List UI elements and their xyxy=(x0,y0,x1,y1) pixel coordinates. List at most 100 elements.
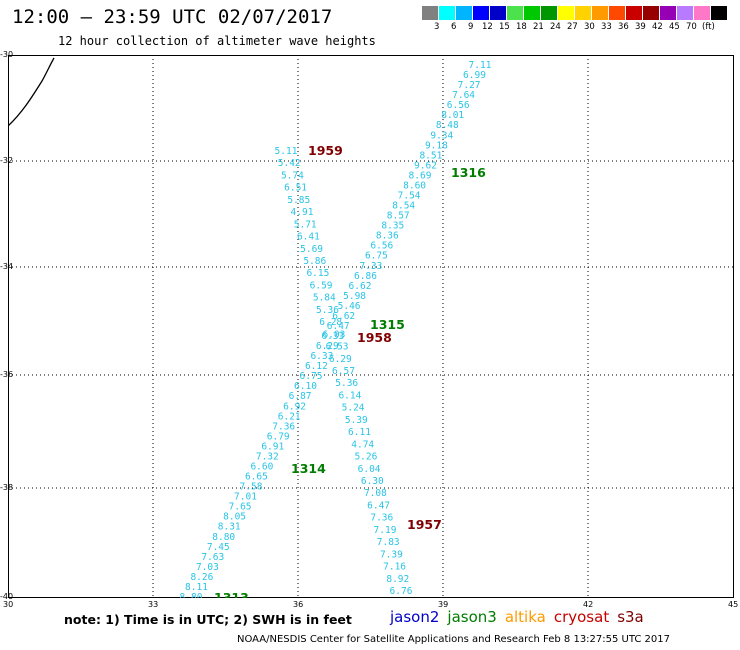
legend-label: 45 xyxy=(669,22,680,32)
legend-label: (ft) xyxy=(702,22,715,32)
wave-height-value: 8.54 xyxy=(392,201,415,212)
legend-label: 33 xyxy=(601,22,612,32)
legend-swatch xyxy=(660,6,677,20)
legend-swatch xyxy=(524,6,541,20)
legend-swatch xyxy=(456,6,473,20)
legend-swatch xyxy=(422,6,439,20)
wave-height-value: 6.79 xyxy=(267,431,290,442)
legend-swatch xyxy=(626,6,643,20)
map-frame xyxy=(8,55,734,598)
wave-height-value: 6.75 xyxy=(300,371,323,382)
longitude-tick-label: 45 xyxy=(728,600,739,609)
wave-height-value: 7.19 xyxy=(374,525,397,536)
legend-label: 24 xyxy=(550,22,561,32)
wave-height-value: 6.33 xyxy=(310,351,333,362)
wave-height-value: 6.76 xyxy=(390,586,413,597)
wave-height-value: 9.18 xyxy=(425,140,448,151)
wave-height-value: 7.03 xyxy=(196,562,219,573)
legend-label: 42 xyxy=(652,22,663,32)
wave-height-value: 6.57 xyxy=(332,366,355,377)
legend-label: 39 xyxy=(635,22,646,32)
pass-number-label: 1316 xyxy=(451,165,486,180)
wave-height-value: 7.83 xyxy=(377,537,400,548)
map-title: 12:00 — 23:59 UTC 02/07/2017 xyxy=(12,6,333,28)
wave-height-value: 6.56 xyxy=(370,241,393,252)
wave-height-value: 5.24 xyxy=(342,403,365,414)
pass-number-label: 1959 xyxy=(308,143,343,158)
wave-height-value: 7.58 xyxy=(240,482,263,493)
latitude-tick-label: -32 xyxy=(0,156,14,165)
wave-height-value: 6.99 xyxy=(463,70,486,81)
latitude-tick-label: -38 xyxy=(0,483,14,492)
wave-height-value: 5.84 xyxy=(313,293,336,304)
legend-swatch xyxy=(473,6,490,20)
wave-height-value: 6.91 xyxy=(261,441,284,452)
satellite-jason3: jason3 xyxy=(447,608,497,626)
wave-height-value: 6.92 xyxy=(283,401,306,412)
wave-height-value: 8.51 xyxy=(419,150,442,161)
wave-height-value: 6.29 xyxy=(316,341,339,352)
legend-label: 3 xyxy=(434,22,440,32)
legend-label: 6 xyxy=(451,22,457,32)
wave-height-value: 5.85 xyxy=(287,195,310,206)
wave-height-value: 8.31 xyxy=(218,522,241,533)
wave-height-value: 5.36 xyxy=(316,305,339,316)
pass-number-label: 1314 xyxy=(291,461,326,476)
legend-label: 9 xyxy=(468,22,474,32)
legend-label: 27 xyxy=(567,22,578,32)
wave-height-value: 7.63 xyxy=(201,552,224,563)
wave-height-value: 6.30 xyxy=(361,476,384,487)
longitude-tick-label: 30 xyxy=(3,600,14,609)
wave-height-value: 5.46 xyxy=(338,301,361,312)
wave-height-value: 8.35 xyxy=(381,221,404,232)
wave-height-value: 6.21 xyxy=(278,411,301,422)
graticule xyxy=(8,55,734,598)
legend-label: 12 xyxy=(482,22,493,32)
longitude-tick-label: 42 xyxy=(583,600,594,609)
wave-height-value: 7.45 xyxy=(207,542,230,553)
wave-height-value: 7.33 xyxy=(359,261,382,272)
wave-height-value: 6.62 xyxy=(332,311,355,322)
wave-height-value: 5.69 xyxy=(300,244,323,255)
wave-height-value: 8.57 xyxy=(387,211,410,222)
wave-height-value: 8.92 xyxy=(386,574,409,585)
wave-height-value: 7.39 xyxy=(380,549,403,560)
legend-swatch xyxy=(609,6,626,20)
wave-height-value: 7.11 xyxy=(469,60,492,71)
wave-height-value: 9.62 xyxy=(414,160,437,171)
wave-height-value: 6.15 xyxy=(306,268,329,279)
wave-height-value: 7.27 xyxy=(458,80,481,91)
wave-height-value: 8.05 xyxy=(223,512,246,523)
wave-height-value: 8.69 xyxy=(409,170,432,181)
map-subtitle: 12 hour collection of altimeter wave hei… xyxy=(58,34,376,48)
wave-height-value: 6.04 xyxy=(358,464,381,475)
wave-height-value: 5.42 xyxy=(278,158,301,169)
wave-height-value: 5.39 xyxy=(345,415,368,426)
legend-swatch xyxy=(558,6,575,20)
wave-height-value: 4.91 xyxy=(291,207,314,218)
wave-height-value: 8.80 xyxy=(180,592,203,598)
legend-label: 21 xyxy=(533,22,544,32)
wave-height-value: 6.29 xyxy=(329,354,352,365)
wave-height-value: 8.01 xyxy=(441,110,464,121)
longitude-tick-label: 36 xyxy=(293,600,304,609)
pass-number-label: 1315 xyxy=(370,317,405,332)
longitude-tick-label: 39 xyxy=(438,600,449,609)
latitude-tick-label: -36 xyxy=(0,370,14,379)
legend-swatch xyxy=(694,6,711,20)
wave-height-value: 7.54 xyxy=(398,191,421,202)
satellite-legend: jason2 jason3 altika cryosat s3a xyxy=(390,608,652,626)
footer-note: note: 1) Time is in UTC; 2) SWH is in fe… xyxy=(64,612,352,627)
wave-height-value: 4.74 xyxy=(351,439,374,450)
wave-height-value: 6.53 xyxy=(326,342,349,353)
legend-label: 36 xyxy=(618,22,629,32)
legend-label: 15 xyxy=(499,22,510,32)
wave-height-value: 6.51 xyxy=(284,183,307,194)
wave-height-value: 5.98 xyxy=(343,291,366,302)
wave-height-value: 7.08 xyxy=(364,488,387,499)
wave-height-value: 6.28 xyxy=(319,317,342,328)
wave-height-value: 5.74 xyxy=(281,170,304,181)
legend-swatch xyxy=(541,6,558,20)
wave-height-value: 6.62 xyxy=(349,281,372,292)
legend-swatch xyxy=(439,6,456,20)
